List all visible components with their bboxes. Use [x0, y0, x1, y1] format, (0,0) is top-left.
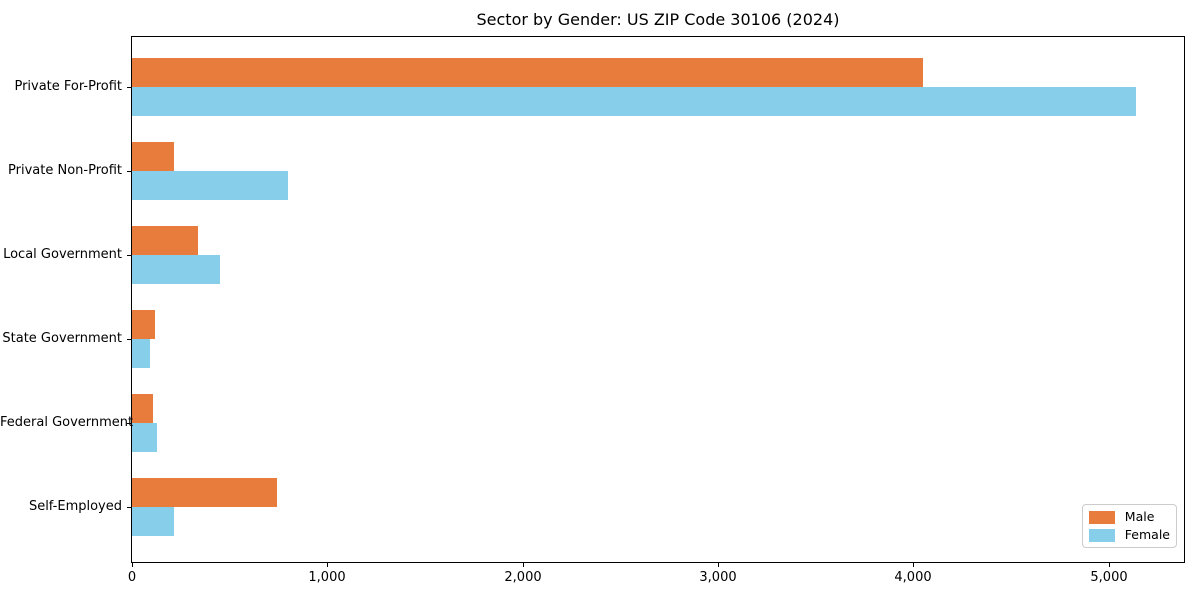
category-label-4: Federal Government	[0, 415, 134, 430]
category-label-1: Private Non-Profit	[8, 163, 122, 178]
y-tick-4	[127, 423, 131, 424]
x-tick-label-4: 4,000	[894, 570, 932, 585]
x-tick-1	[327, 563, 328, 567]
legend-entry-male: Male	[1088, 509, 1170, 524]
y-tick-1	[127, 171, 131, 172]
x-tick-label-0: 0	[127, 570, 137, 585]
female-swatch	[1088, 528, 1115, 542]
x-tick-label-2: 2,000	[504, 570, 542, 585]
category-label-5: Self-Employed	[28, 499, 122, 514]
legend-label-male: Male	[1124, 509, 1155, 524]
y-tick-5	[127, 507, 131, 508]
bar-female-0	[132, 87, 1136, 116]
bar-female-5	[132, 507, 174, 536]
x-tick-0	[132, 563, 133, 567]
male-swatch	[1088, 510, 1115, 524]
bar-male-2	[132, 226, 198, 255]
bar-male-0	[132, 58, 923, 87]
x-tick-3	[718, 563, 719, 567]
x-tick-label-3: 3,000	[699, 570, 737, 585]
x-tick-label-5: 5,000	[1090, 570, 1128, 585]
bar-male-5	[132, 478, 277, 507]
y-tick-2	[127, 255, 131, 256]
bar-female-1	[132, 171, 288, 200]
bar-male-1	[132, 142, 174, 171]
bar-female-2	[132, 255, 220, 284]
category-label-0: Private For-Profit	[14, 79, 122, 94]
legend-entry-female: Female	[1088, 527, 1170, 542]
category-label-3: State Government	[2, 331, 122, 346]
bar-male-3	[132, 310, 155, 339]
bar-female-4	[132, 423, 157, 452]
category-label-2: Local Government	[3, 247, 122, 262]
plot-area: Male Female	[131, 36, 1185, 563]
x-tick-4	[913, 563, 914, 567]
bar-female-3	[132, 339, 150, 368]
y-tick-0	[127, 87, 131, 88]
x-tick-5	[1109, 563, 1110, 567]
bar-male-4	[132, 394, 153, 423]
x-tick-label-1: 1,000	[308, 570, 346, 585]
y-tick-3	[127, 339, 131, 340]
chart-title: Sector by Gender: US ZIP Code 30106 (202…	[476, 10, 840, 29]
legend-label-female: Female	[1124, 527, 1170, 542]
legend: Male Female	[1081, 504, 1177, 548]
x-tick-2	[523, 563, 524, 567]
